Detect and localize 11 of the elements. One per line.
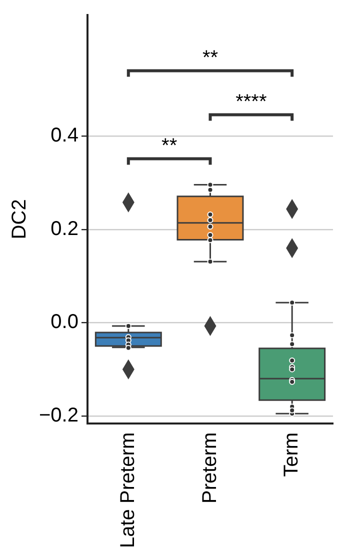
x-tick-label: Preterm xyxy=(198,432,221,504)
x-tick-label: Late Preterm xyxy=(116,432,139,548)
y-tick-label: 0.0 xyxy=(50,311,78,334)
annotation: ** xyxy=(162,135,178,158)
y-tick-label: −0.2 xyxy=(39,404,78,426)
y-tick-label: 0.2 xyxy=(50,218,78,240)
y-axis-title: DC2 xyxy=(8,199,31,240)
y-tick-label: 0.4 xyxy=(50,124,78,147)
annotation: **** xyxy=(236,91,267,114)
annotation: ** xyxy=(202,47,218,70)
x-tick-label: Term xyxy=(280,432,303,477)
